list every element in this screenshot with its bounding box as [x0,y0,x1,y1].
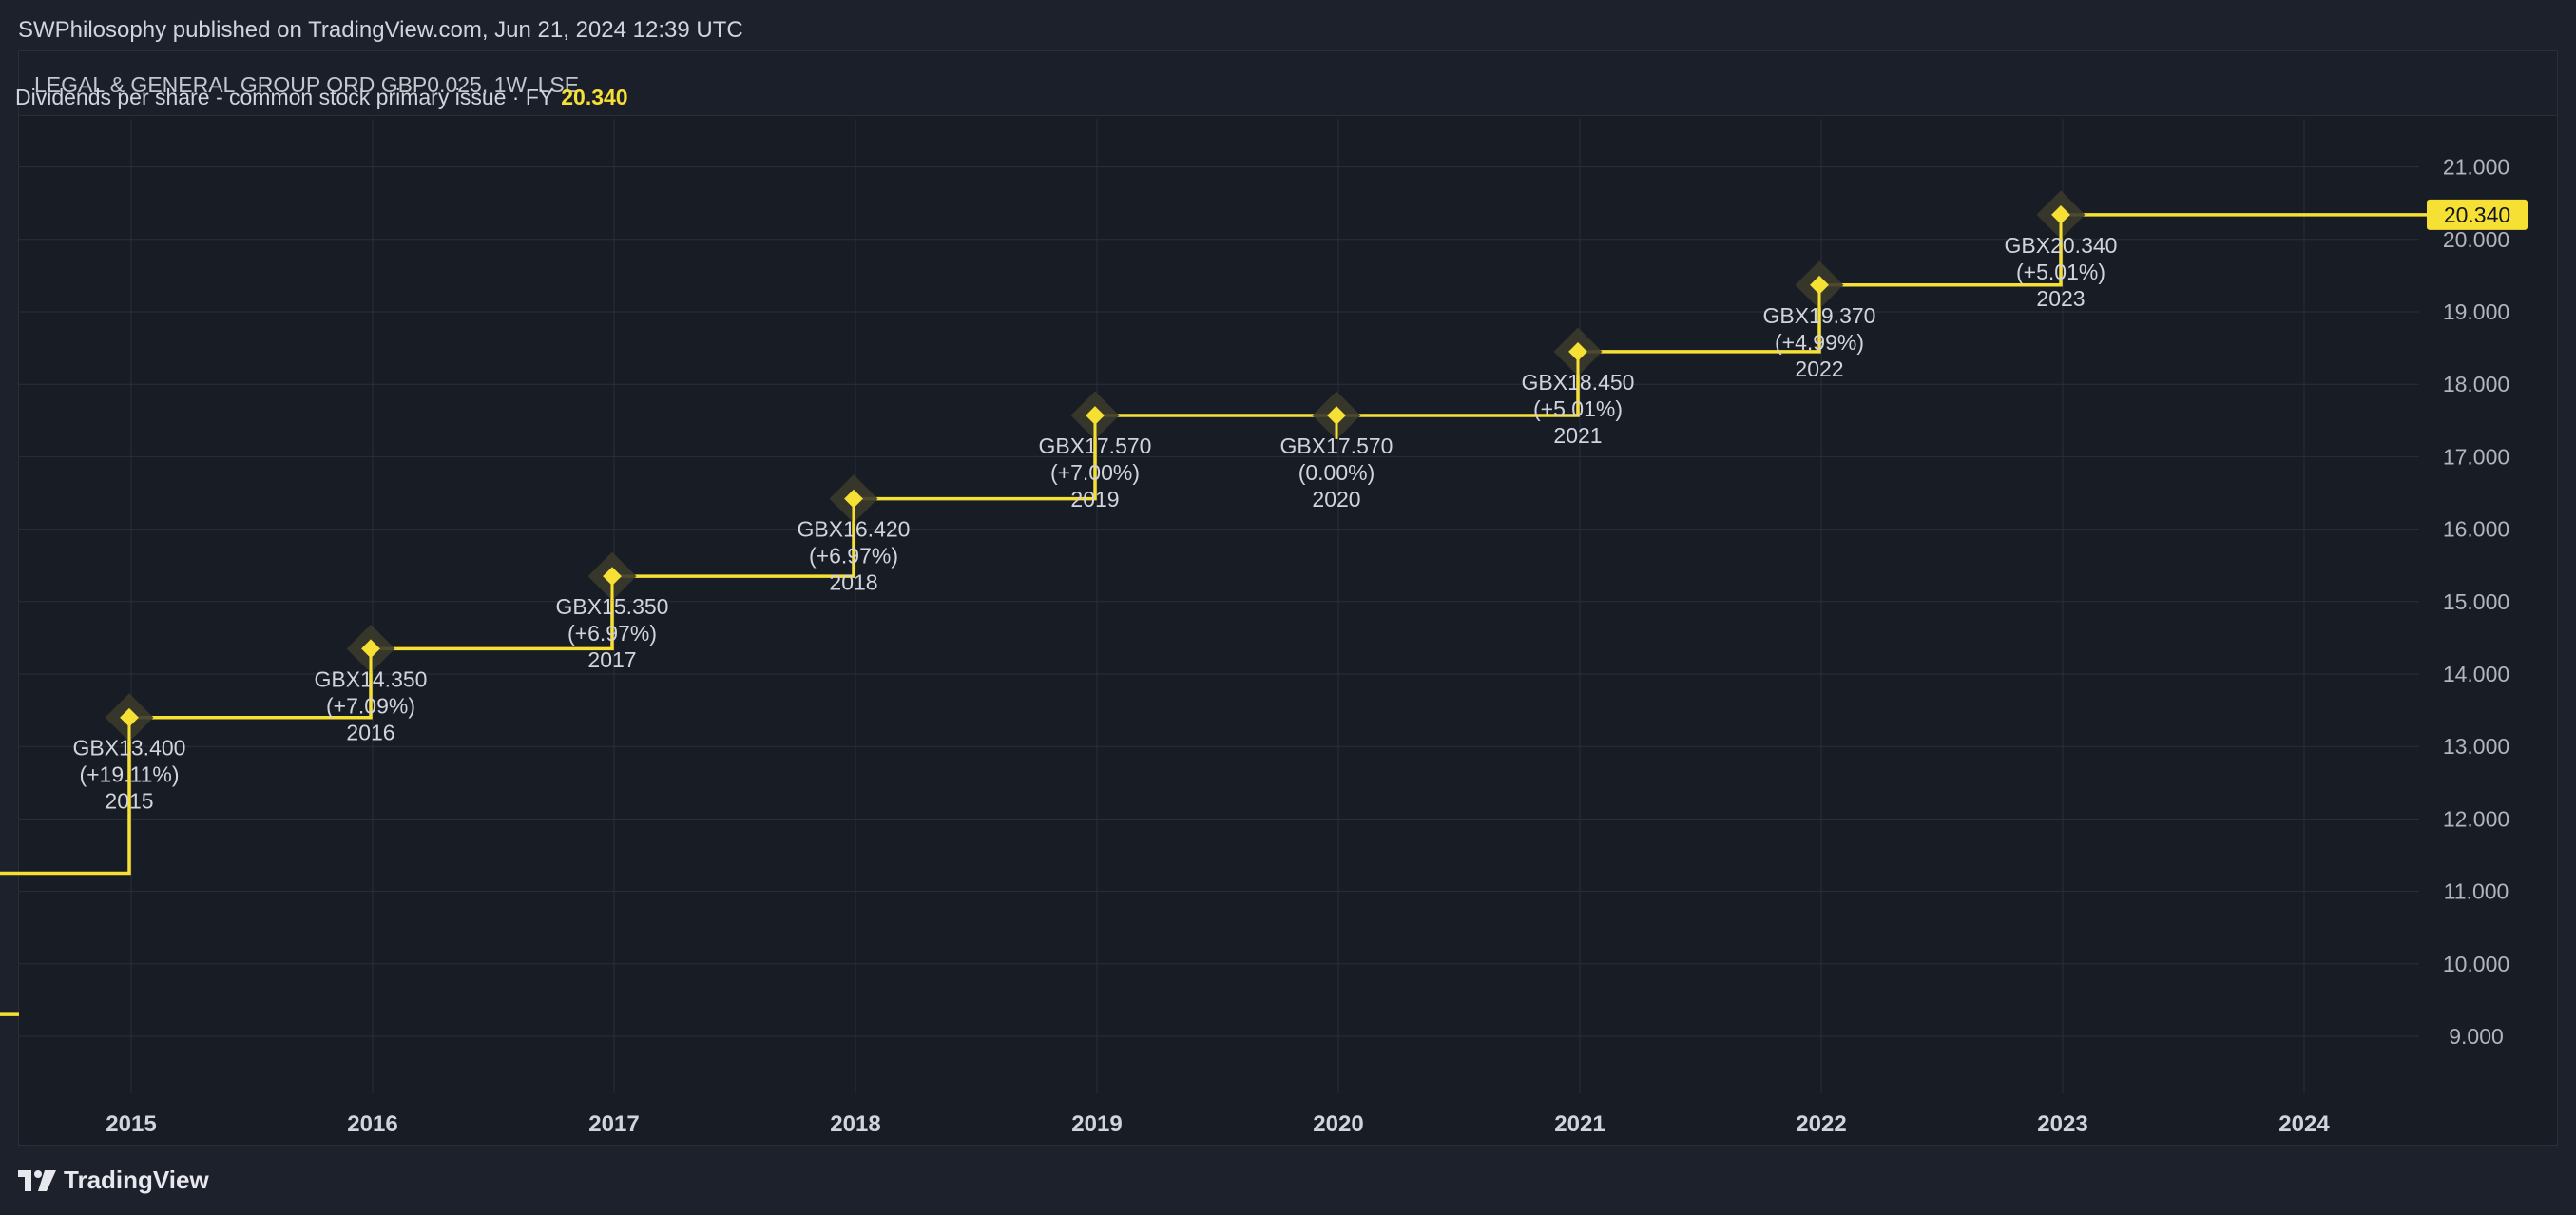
dividend-step-line [0,213,2429,1016]
y-tick-label: 10.000 [2443,952,2509,976]
dividend-change-label: (+5.01%) [1533,396,1623,421]
y-tick-label: 17.000 [2443,444,2509,469]
dividend-value-label: GBX13.400 [73,736,186,761]
fiscal-year-label: 2018 [829,570,877,595]
fiscal-year-label: 2017 [587,647,636,672]
x-tick-label: 2019 [1071,1111,1122,1137]
x-tick-label: 2024 [2278,1111,2330,1137]
y-tick-label: 11.000 [2444,879,2509,904]
dividend-change-label: (+19.11%) [79,762,179,787]
dividend-change-label: (+4.99%) [1775,330,1864,355]
footer-brand[interactable]: TradingView [18,1166,209,1195]
x-tick-label: 2023 [2037,1111,2087,1137]
y-tick-label: 19.000 [2443,299,2509,324]
fiscal-year-label: 2016 [346,720,394,744]
fiscal-year-label: 2022 [1795,357,1843,381]
y-tick-label: 21.000 [2443,155,2509,180]
y-tick-label: 14.000 [2443,662,2509,686]
dividend-chart[interactable]: 9.000 10.000 11.000 12.000 13.000 14.000 15.00… [0,0,2576,1150]
dividend-value-label: GBX16.420 [798,517,911,542]
dividend-change-label: (+5.01%) [2016,260,2105,284]
dividend-value-label: GBX14.350 [315,666,428,691]
axes: 9.000 10.000 11.000 12.000 13.000 14.000 15.00… [106,155,2528,1137]
symbol-title: LEGAL & GENERAL GROUP ORD GBP0.025, 1W, … [34,72,580,97]
dividend-series [0,190,2429,1016]
fiscal-year-label: 2021 [1553,423,1602,448]
x-tick-label: 2018 [830,1111,880,1137]
dividend-change-label: (+7.00%) [1050,460,1140,485]
y-tick-label: 12.000 [2443,806,2509,831]
dividend-value-label: GBX20.340 [2005,233,2118,258]
y-tick-label: 9.000 [2449,1024,2504,1049]
fiscal-year-label: 2020 [1312,487,1360,511]
symbol-bar: LEGAL & GENERAL GROUP ORD GBP0.025, 1W, … [19,51,2557,116]
dividend-change-label: (+6.97%) [809,544,898,569]
y-tick-label: 13.000 [2443,734,2509,759]
y-tick-label: 18.000 [2443,372,2509,396]
dividend-change-label: (0.00%) [1298,460,1375,485]
y-tick-label: 15.000 [2443,589,2509,614]
x-tick-label: 2021 [1554,1111,1605,1137]
x-tick-label: 2020 [1313,1111,1363,1137]
dividend-value-label: GBX19.370 [1763,303,1876,328]
fiscal-year-label: 2023 [2036,286,2085,311]
chart-panel[interactable]: LEGAL & GENERAL GROUP ORD GBP0.025, 1W, … [18,50,2558,1146]
dividend-value-label: GBX15.350 [556,594,669,619]
x-tick-label: 2015 [106,1111,156,1137]
fiscal-year-label: 2015 [105,789,153,814]
dividend-value-label: GBX17.570 [1039,434,1152,458]
dividend-change-label: (+6.97%) [567,621,657,646]
dividend-change-label: (+7.09%) [326,693,415,718]
brand-name: TradingView [64,1166,209,1194]
x-tick-label: 2016 [347,1111,397,1137]
y-tick-label: 16.000 [2443,517,2509,542]
dividend-value-label: GBX17.570 [1280,434,1394,458]
dividend-value-label: GBX18.450 [1522,370,1635,395]
last-value-label: 20.340 [2444,202,2510,227]
grid [19,119,2419,1093]
legend-value: 20.340 [561,85,628,109]
x-tick-label: 2022 [1796,1111,1846,1137]
series-legend: Dividends per share - common stock prima… [15,85,628,110]
tradingview-logo-icon [18,1169,56,1191]
y-tick-label: 20.000 [2443,227,2509,252]
last-value-badge [2427,199,2528,230]
published-by-line: SWPhilosophy published on TradingView.co… [18,17,743,43]
fiscal-year-label: 2019 [1070,487,1119,511]
legend-label: Dividends per share - common stock prima… [15,85,554,109]
x-tick-label: 2017 [588,1111,639,1137]
data-labels: GBX11.250(+20.97%)2014GBX13.400(+19.11%)… [73,233,2118,814]
